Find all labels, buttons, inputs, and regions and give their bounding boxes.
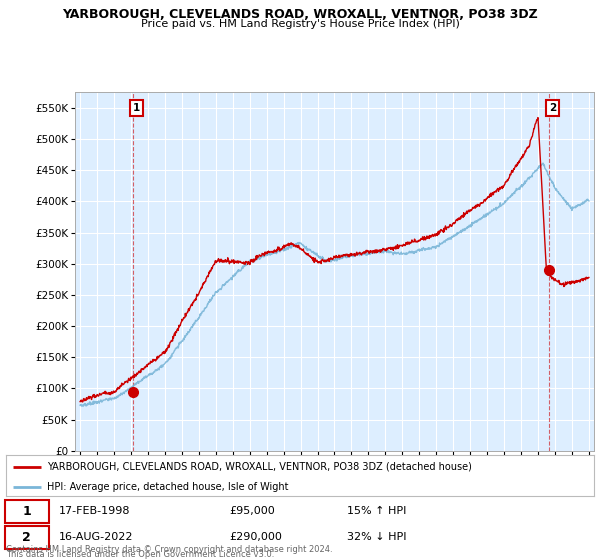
Text: HPI: Average price, detached house, Isle of Wight: HPI: Average price, detached house, Isle… <box>47 482 289 492</box>
Text: 1: 1 <box>133 103 140 113</box>
Text: £290,000: £290,000 <box>229 531 283 542</box>
Text: 32% ↓ HPI: 32% ↓ HPI <box>347 531 407 542</box>
Text: 17-FEB-1998: 17-FEB-1998 <box>59 506 130 516</box>
Text: Price paid vs. HM Land Registry's House Price Index (HPI): Price paid vs. HM Land Registry's House … <box>140 19 460 29</box>
Text: YARBOROUGH, CLEVELANDS ROAD, WROXALL, VENTNOR, PO38 3DZ: YARBOROUGH, CLEVELANDS ROAD, WROXALL, VE… <box>62 8 538 21</box>
FancyBboxPatch shape <box>5 525 49 549</box>
Text: Contains HM Land Registry data © Crown copyright and database right 2024.: Contains HM Land Registry data © Crown c… <box>6 545 332 554</box>
Text: 16-AUG-2022: 16-AUG-2022 <box>59 531 133 542</box>
Text: 15% ↑ HPI: 15% ↑ HPI <box>347 506 406 516</box>
Text: 2: 2 <box>548 103 556 113</box>
Text: 1: 1 <box>22 505 31 518</box>
Text: £95,000: £95,000 <box>229 506 275 516</box>
Text: YARBOROUGH, CLEVELANDS ROAD, WROXALL, VENTNOR, PO38 3DZ (detached house): YARBOROUGH, CLEVELANDS ROAD, WROXALL, VE… <box>47 461 472 472</box>
FancyBboxPatch shape <box>5 500 49 524</box>
Text: 2: 2 <box>22 531 31 544</box>
Text: This data is licensed under the Open Government Licence v3.0.: This data is licensed under the Open Gov… <box>6 550 274 559</box>
